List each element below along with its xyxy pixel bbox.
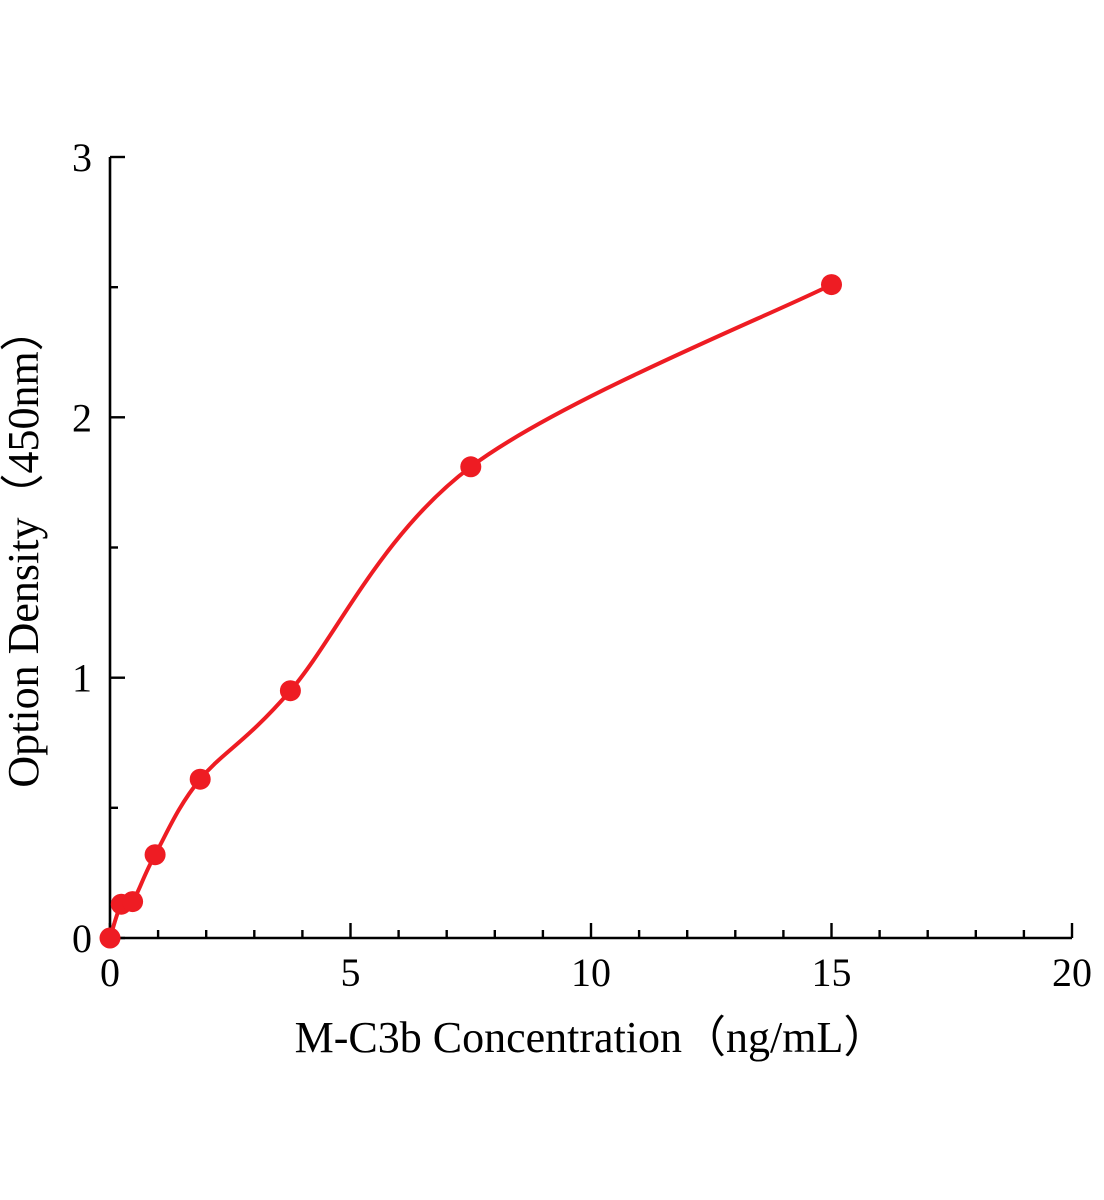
- data-point: [122, 891, 144, 913]
- y-tick-label: 1: [72, 656, 92, 701]
- data-point: [279, 680, 301, 702]
- data-point: [460, 456, 482, 478]
- x-tick-label: 20: [1052, 950, 1092, 995]
- x-tick-label: 10: [571, 950, 611, 995]
- data-point: [99, 927, 121, 949]
- y-axis-title: Option Density（450nm）: [0, 307, 48, 787]
- data-point: [144, 844, 166, 866]
- x-tick-label: 0: [100, 950, 120, 995]
- x-tick-label: 15: [812, 950, 852, 995]
- fit-curve: [108, 282, 834, 940]
- data-point: [821, 274, 842, 296]
- y-tick-label: 0: [72, 916, 92, 961]
- y-tick-label: 3: [72, 135, 92, 180]
- x-axis-title: M-C3b Concentration（ng/mL）: [295, 1013, 888, 1062]
- data-point: [189, 768, 211, 790]
- x-tick-label: 5: [341, 950, 361, 995]
- y-tick-label: 2: [72, 395, 92, 440]
